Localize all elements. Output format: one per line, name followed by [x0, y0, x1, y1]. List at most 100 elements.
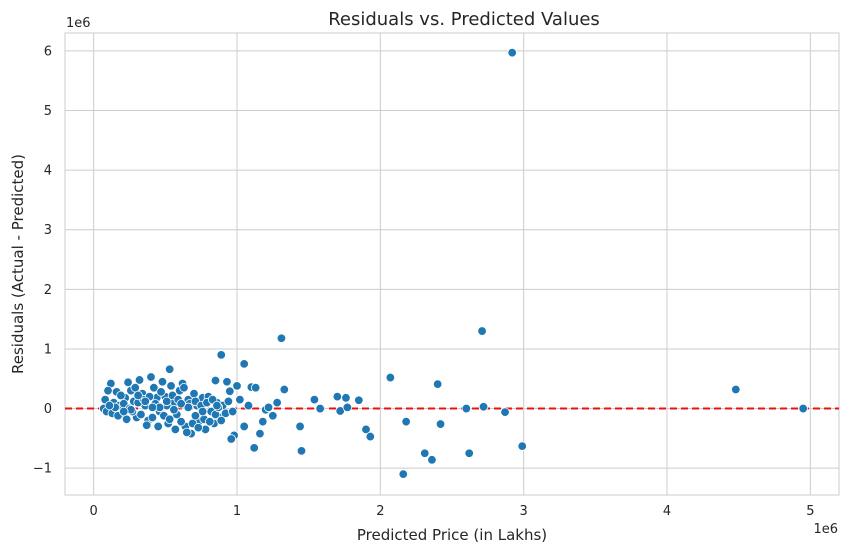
data-point-72 [157, 377, 168, 387]
data-point-2 [276, 333, 287, 343]
data-point-36 [210, 375, 221, 386]
data-point-3 [216, 350, 226, 360]
data-point-14 [315, 403, 325, 414]
data-point-142 [212, 400, 222, 411]
y-tick-label: 2 [44, 283, 52, 298]
data-points [98, 47, 808, 479]
data-point-31 [398, 469, 408, 479]
data-point-145 [176, 399, 186, 409]
y-tick-label: 5 [44, 104, 52, 119]
y-tick-label: 1 [44, 342, 52, 357]
data-point-29 [464, 448, 474, 458]
data-point-130 [205, 416, 215, 427]
data-point-12 [341, 393, 351, 403]
data-point-60 [123, 377, 133, 388]
x-axis-offset-label: 1e6 [813, 522, 838, 537]
data-point-10 [309, 394, 320, 405]
x-tick-label: 1 [233, 504, 241, 519]
y-tick-label: 6 [44, 44, 52, 59]
gridlines [65, 33, 839, 495]
data-point-22 [361, 424, 371, 435]
data-point-13 [354, 395, 364, 405]
data-point-126 [193, 422, 204, 433]
data-point-120 [176, 416, 186, 427]
data-point-113 [156, 387, 166, 397]
data-point-75 [166, 381, 176, 391]
data-point-141 [197, 406, 208, 417]
data-point-118 [170, 424, 181, 435]
data-point-27 [420, 448, 430, 458]
data-point-6 [385, 372, 396, 383]
data-point-8 [731, 384, 741, 395]
x-axis-ticks: 0 1 2 3 4 5 [90, 504, 815, 519]
data-point-83 [189, 388, 199, 399]
data-point-33 [255, 428, 265, 439]
data-point-23 [365, 431, 376, 442]
data-point-17 [461, 403, 472, 414]
data-point-96 [227, 406, 238, 417]
y-axis-label: Residuals (Actual - Predicted) [9, 154, 27, 374]
data-point-18 [478, 402, 489, 412]
y-tick-label: 4 [44, 164, 52, 179]
y-axis-ticks: −1 0 1 2 3 4 5 6 [33, 44, 52, 476]
data-point-143 [147, 402, 158, 413]
data-point-0 [507, 47, 517, 58]
data-point-16 [342, 402, 353, 413]
data-point-95 [223, 396, 234, 407]
x-axis-label: Predicted Price (in Lakhs) [357, 526, 547, 544]
data-point-38 [235, 394, 245, 405]
data-point-40 [250, 382, 261, 393]
y-tick-label: −1 [33, 462, 52, 477]
data-point-149 [104, 400, 115, 411]
data-point-147 [133, 390, 143, 401]
data-point-24 [401, 416, 411, 427]
data-point-35 [225, 386, 235, 396]
x-tick-label: 2 [376, 504, 384, 519]
data-point-25 [435, 419, 446, 429]
data-point-122 [182, 427, 192, 438]
data-point-1 [477, 326, 487, 336]
data-point-137 [140, 396, 150, 407]
data-point-110 [147, 412, 158, 423]
y-tick-label: 0 [44, 402, 52, 417]
y-tick-label: 3 [44, 223, 52, 238]
data-point-37 [222, 377, 232, 387]
data-point-30 [517, 441, 527, 451]
data-point-64 [134, 375, 145, 385]
data-point-46 [239, 421, 249, 432]
data-point-99 [116, 390, 126, 401]
data-point-146 [190, 411, 201, 421]
data-point-104 [130, 382, 140, 393]
data-point-20 [798, 403, 808, 414]
data-point-44 [268, 411, 278, 421]
data-point-116 [164, 414, 175, 424]
data-point-144 [162, 396, 172, 407]
data-point-112 [153, 421, 163, 432]
data-point-49 [243, 400, 254, 411]
data-point-42 [263, 402, 274, 413]
data-point-5 [164, 364, 175, 374]
data-point-106 [136, 409, 146, 420]
data-point-45 [258, 416, 268, 427]
data-point-51 [103, 385, 113, 396]
data-point-121 [179, 382, 189, 393]
data-point-68 [146, 372, 156, 382]
plot-area [64, 32, 840, 496]
data-point-148 [119, 406, 129, 417]
data-point-7 [432, 379, 443, 389]
data-point-21 [295, 421, 305, 432]
data-point-9 [279, 384, 290, 395]
data-point-28 [427, 455, 437, 465]
x-tick-label: 0 [90, 504, 98, 519]
data-point-108 [141, 420, 152, 430]
data-point-43 [272, 397, 282, 408]
y-axis-offset-label: 1e6 [66, 16, 91, 31]
data-point-4 [239, 359, 249, 369]
data-point-32 [249, 443, 259, 453]
data-point-69 [149, 382, 159, 393]
data-point-101 [121, 414, 132, 424]
data-point-34 [232, 381, 242, 391]
x-tick-label: 3 [520, 504, 528, 519]
